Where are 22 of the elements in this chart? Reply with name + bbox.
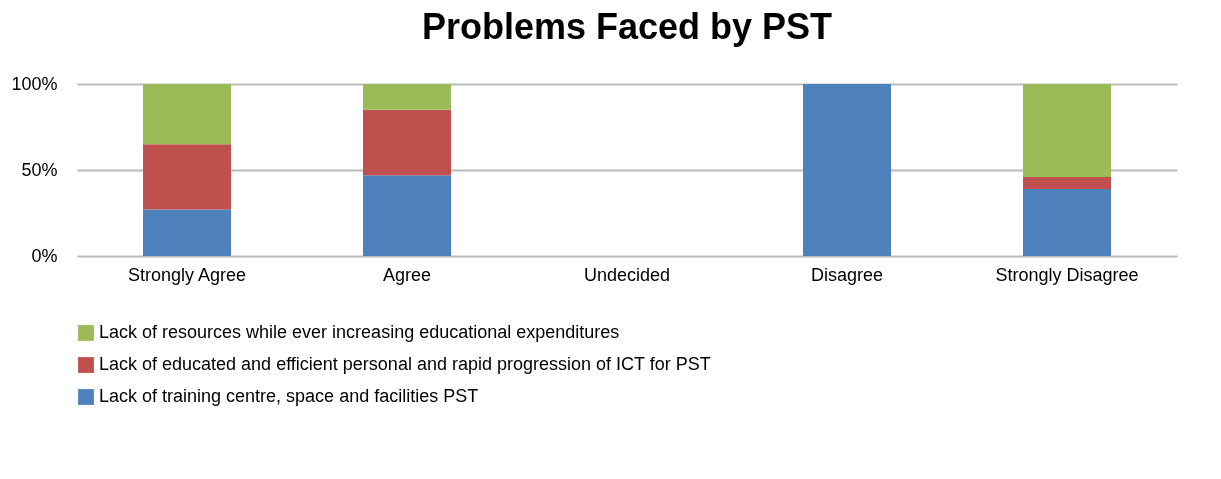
x-tick-label: Disagree [810, 264, 884, 285]
y-tick-label: 50% [21, 159, 58, 180]
y-tick-label: 0% [31, 245, 58, 266]
bar [1023, 84, 1111, 177]
bar [803, 84, 891, 256]
x-tick-label: Undecided [583, 264, 671, 285]
legend-label: Lack of resources while ever increasing educational expenditures [99, 322, 620, 342]
bar [143, 84, 231, 145]
x-tick-label: Agree [382, 264, 432, 285]
bar [143, 209, 231, 256]
bar [143, 144, 231, 210]
bar [1023, 176, 1111, 189]
bar [363, 84, 451, 110]
x-tick-label: Strongly Agree [127, 264, 247, 285]
bar [363, 175, 451, 256]
chart-title: Problems Faced by PST [421, 6, 833, 47]
legend-label: Lack of training centre, space and facilities PST [99, 386, 479, 406]
legend-label: Lack of educated and efficient personal and rapid progression of ICT for PST [99, 354, 711, 374]
bar [1023, 188, 1111, 256]
bar [363, 109, 451, 176]
x-tick-label: Strongly Disagree [995, 264, 1139, 285]
y-tick-label: 100% [11, 73, 58, 94]
